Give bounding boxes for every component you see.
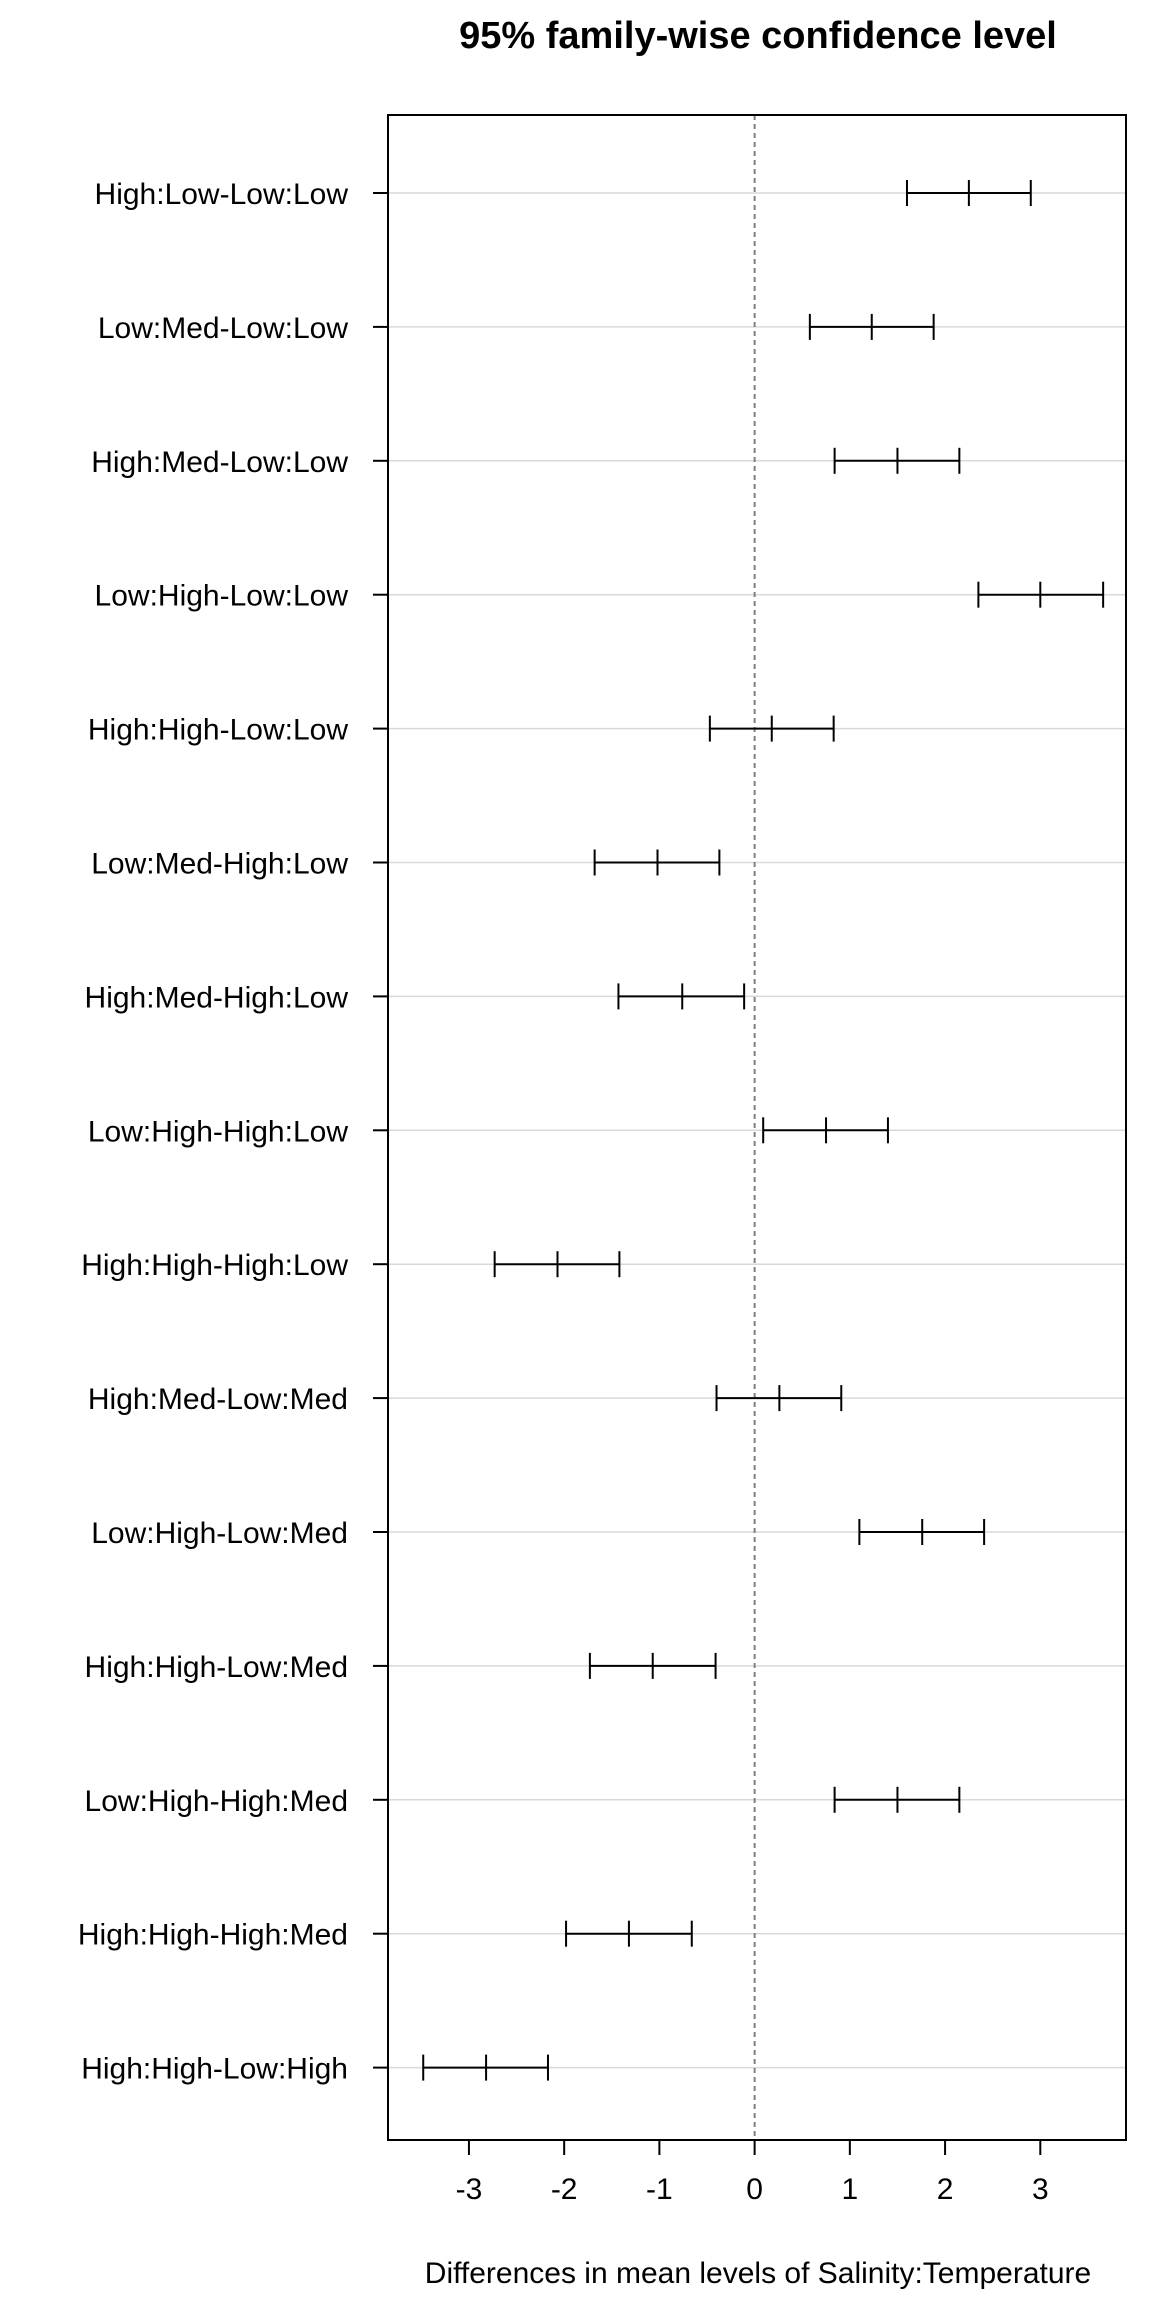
interval-5 [708,715,835,742]
x-tick-label: 3 [1032,2173,1049,2206]
interval-3 [833,447,961,474]
y-tick-label: High:High-Low:Med [85,1651,348,1684]
interval-8 [762,1117,889,1144]
interval-14 [565,1920,693,1947]
y-tick-label: Low:High-Low:Med [91,1517,348,1550]
interval-6 [593,849,721,876]
plot-frame [387,114,1127,2141]
x-axis-label: Differences in mean levels of Salinity:T… [425,2257,1091,2290]
chart-title: 95% family-wise confidence level [459,15,1057,57]
interval-12 [588,1652,717,1679]
interval-1 [905,180,1032,206]
x-tick-label: 1 [842,2173,859,2206]
interval-2 [808,313,935,340]
y-tick-label: High:High-High:Med [78,1919,348,1952]
interval-15 [422,2054,549,2081]
y-tick-label: Low:High-Low:Low [95,580,349,613]
x-tick-label: -1 [646,2173,673,2206]
x-tick-label: -2 [551,2173,578,2206]
interval-11 [858,1519,986,1545]
y-tick-label: High:High-Low:High [81,2053,348,2086]
x-axis: -3 -2 -1 0 1 2 3 [456,2139,1049,2206]
x-tick-label: 0 [746,2173,763,2206]
interval-4 [977,581,1105,608]
interval-13 [833,1786,961,1813]
y-tick-label: Low:High-High:Low [88,1115,348,1148]
y-tick-label: High:Med-Low:Low [91,446,348,479]
grid-lines [388,192,1126,2069]
confidence-intervals [422,180,1105,2081]
y-tick-label: Low:High-High:Med [85,1785,348,1818]
interval-10 [715,1385,843,1412]
y-tick-label: Low:Med-High:Low [91,848,348,881]
y-tick-label: High:Low-Low:Low [95,178,349,211]
y-tick-label: High:Med-Low:Med [88,1383,348,1416]
y-tick-label: Low:Med-Low:Low [98,312,348,345]
y-tick-label: High:Med-High:Low [85,981,349,1014]
y-tick-label: High:High-High:Low [81,1249,348,1282]
interval-7 [617,983,746,1010]
interval-9 [493,1251,621,1278]
y-axis: High:Low-Low:Low Low:Med-Low:Low High:Med-… [78,178,388,2086]
x-tick-label: 2 [937,2173,954,2206]
x-tick-label: -3 [456,2173,483,2206]
y-tick-label: High:High-Low:Low [88,714,348,747]
